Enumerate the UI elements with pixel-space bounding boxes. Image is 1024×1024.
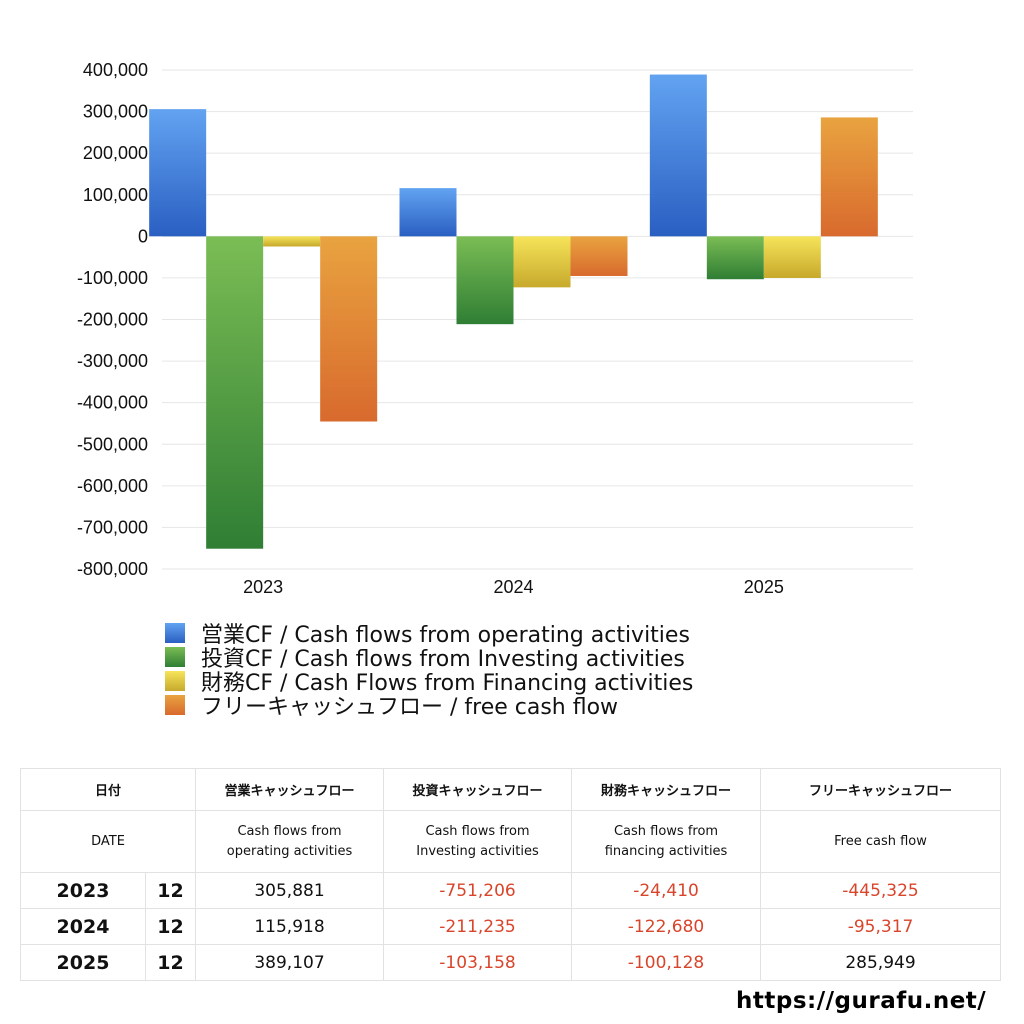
grid-lines <box>162 69 913 570</box>
legend-swatch-investing <box>165 647 185 667</box>
cell-operating: 305,881 <box>195 872 385 909</box>
legend-swatch-operating <box>165 623 185 643</box>
y-tick-label: -700,000 <box>77 517 148 537</box>
legend-item-investing: 投資CF / Cash flows from Investing activit… <box>165 645 693 672</box>
cell-free-cash-flow: -445,325 <box>760 872 1002 909</box>
cell-operating: 389,107 <box>195 944 385 981</box>
table-header-jp: 日付 営業キャッシュフロー 投資キャッシュフロー 財務キャッシュフロー フリーキ… <box>19 768 1002 811</box>
x-tick-label: 2024 <box>493 577 533 597</box>
y-tick-label: -600,000 <box>77 476 148 496</box>
cell-free-cash-flow: -95,317 <box>760 908 1002 945</box>
header-investing-en: Cash flows from Investing activities <box>383 810 573 873</box>
header-operating-jp: 営業キャッシュフロー <box>195 768 385 811</box>
header-date-en: DATE <box>19 810 197 873</box>
bar-2024-series-0 <box>399 188 457 237</box>
header-financing-en: Cash flows from financing activities <box>571 810 762 873</box>
cell-investing: -751,206 <box>383 872 573 909</box>
bars <box>149 74 878 549</box>
header-free-cash-flow-jp: フリーキャッシュフロー <box>760 768 1002 811</box>
y-tick-label: -400,000 <box>77 393 148 413</box>
header-date-jp: 日付 <box>19 768 197 811</box>
cash-flow-chart: 400,000 300,000 200,000 100,000 0 -100,000 -20… <box>77 60 913 597</box>
legend-item-operating: 営業CF / Cash flows from operating activit… <box>165 621 693 648</box>
y-tick-label: 400,000 <box>83 60 148 80</box>
row-year: 2024 <box>20 908 146 945</box>
cell-free-cash-flow: 285,949 <box>760 944 1002 981</box>
y-tick-label: 100,000 <box>83 185 148 205</box>
bar-2025-series-3 <box>820 117 878 237</box>
table-row: 2024 12 115,918 -211,235 -122,680 -95,31… <box>20 908 1002 945</box>
header-operating-en: Cash flows from operating activities <box>195 810 385 873</box>
cell-financing: -24,410 <box>571 872 762 909</box>
header-investing-jp: 投資キャッシュフロー <box>383 768 573 811</box>
bar-2025-series-1 <box>706 236 764 280</box>
header-free-cash-flow-en: Free cash flow <box>760 810 1002 873</box>
table-row: 2025 12 389,107 -103,158 -100,128 285,94… <box>20 944 1002 981</box>
bar-2023-series-0 <box>149 109 207 237</box>
legend-item-financing: 財務CF / Cash Flows from Financing activit… <box>165 669 693 696</box>
y-tick-label: -200,000 <box>77 310 148 330</box>
x-axis-ticks: 2023 2024 2025 <box>243 577 784 597</box>
x-tick-label: 2023 <box>243 577 283 597</box>
table-header-en: DATE Cash flows from operating activities… <box>19 810 1002 873</box>
bar-2023-series-1 <box>206 236 264 549</box>
row-month: 12 <box>144 872 197 909</box>
y-tick-label: -300,000 <box>77 351 148 371</box>
bar-2023-series-2 <box>263 236 321 247</box>
row-month: 12 <box>144 944 197 981</box>
table-row: 2023 12 305,881 -751,206 -24,410 -445,32… <box>20 872 1002 909</box>
y-tick-label: -500,000 <box>77 434 148 454</box>
cell-operating: 115,918 <box>195 908 385 945</box>
bar-2024-series-3 <box>570 236 628 276</box>
header-financing-jp: 財務キャッシュフロー <box>571 768 762 811</box>
legend-swatch-financing <box>165 671 185 691</box>
site-url[interactable]: https://gurafu.net/ <box>736 988 987 1014</box>
legend-item-free-cash-flow: フリーキャッシュフロー / free cash flow <box>165 693 693 720</box>
bar-2024-series-2 <box>513 236 571 288</box>
x-tick-label: 2025 <box>744 577 784 597</box>
legend-label-operating: 営業CF / Cash flows from operating activit… <box>201 623 690 648</box>
y-tick-label: 200,000 <box>83 143 148 163</box>
bar-2023-series-3 <box>320 236 378 422</box>
cash-flow-table: 日付 営業キャッシュフロー 投資キャッシュフロー 財務キャッシュフロー フリーキ… <box>19 768 1002 981</box>
legend-label-investing: 投資CF / Cash flows from Investing activit… <box>201 647 685 672</box>
bar-2024-series-1 <box>456 236 514 325</box>
legend-label-financing: 財務CF / Cash Flows from Financing activit… <box>201 671 694 696</box>
row-year: 2023 <box>20 872 146 909</box>
cell-investing: -103,158 <box>383 944 573 981</box>
bar-2025-series-2 <box>763 236 821 278</box>
y-tick-label: -800,000 <box>77 559 148 579</box>
y-tick-label: 0 <box>138 226 148 246</box>
y-tick-label: 300,000 <box>83 102 148 122</box>
legend-label-free-cash-flow: フリーキャッシュフロー / free cash flow <box>201 695 619 720</box>
row-year: 2025 <box>20 944 146 981</box>
cell-financing: -100,128 <box>571 944 762 981</box>
cell-financing: -122,680 <box>571 908 762 945</box>
bar-2025-series-0 <box>649 74 707 237</box>
legend-swatch-free-cash-flow <box>165 695 185 715</box>
y-tick-label: -100,000 <box>77 268 148 288</box>
legend: 営業CF / Cash flows from operating activit… <box>165 621 693 720</box>
row-month: 12 <box>144 908 197 945</box>
y-axis-ticks: 400,000 300,000 200,000 100,000 0 -100,000 -20… <box>77 60 148 579</box>
cell-investing: -211,235 <box>383 908 573 945</box>
